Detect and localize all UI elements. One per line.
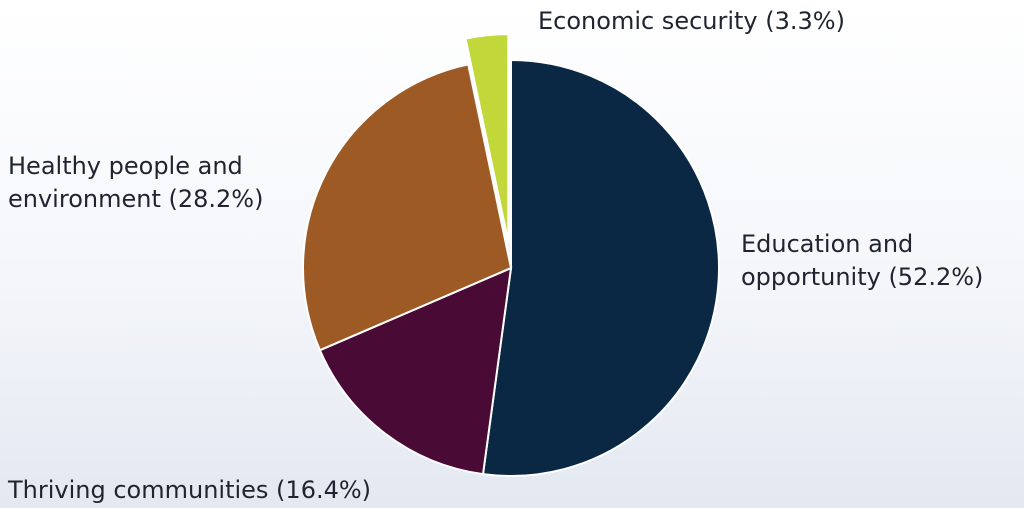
slice-label-line: Healthy people and <box>8 152 243 180</box>
slice-label-line: Thriving communities (16.4%) <box>7 476 371 504</box>
slice-label-line: Economic security (3.3%) <box>538 7 845 35</box>
pie-slices <box>302 33 720 477</box>
slice-label-2: Healthy people and environment (28.2%) <box>8 152 263 213</box>
pie-slice-2 <box>302 63 513 352</box>
slice-labels: Education and opportunity (52.2%) Thriving… <box>7 7 983 504</box>
slice-label-0: Education and opportunity (52.2%) <box>741 230 983 291</box>
slice-label-1: Thriving communities (16.4%) <box>7 476 371 504</box>
slice-label-line: environment (28.2%) <box>8 185 263 213</box>
pie-slice-0 <box>481 58 720 477</box>
pie-slice-1 <box>318 266 513 476</box>
slice-label-line: opportunity (52.2%) <box>741 263 983 291</box>
pie-slice-3 <box>464 33 510 243</box>
slice-label-line: Education and <box>741 230 913 258</box>
slice-label-3: Economic security (3.3%) <box>538 7 845 35</box>
